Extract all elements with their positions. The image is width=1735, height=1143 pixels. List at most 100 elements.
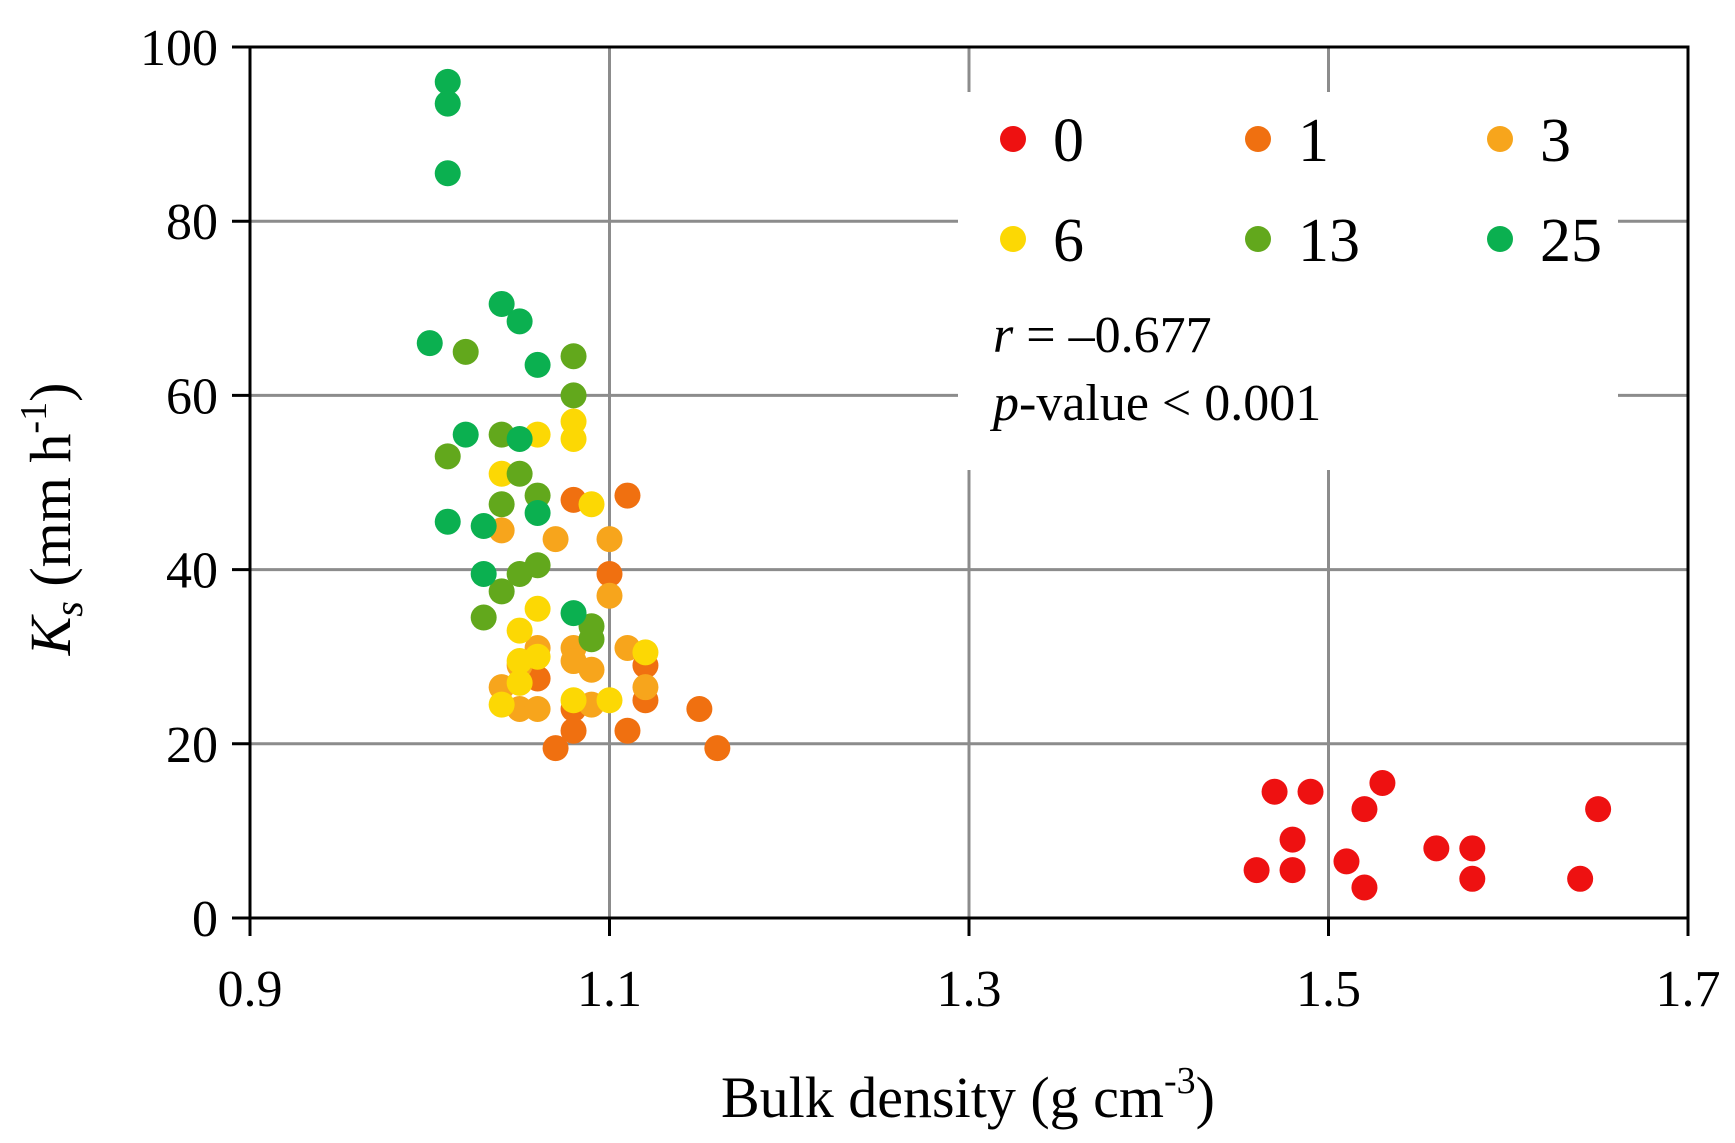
data-point-series-13 xyxy=(470,604,497,631)
data-point-series-1 xyxy=(542,735,569,762)
x-axis-unit-close: ) xyxy=(1196,1065,1215,1130)
data-point-series-25 xyxy=(506,425,533,452)
legend-marker-25 xyxy=(1487,226,1513,252)
x-tick-label: 1.5 xyxy=(1296,961,1361,1018)
x-tick-label: 0.9 xyxy=(218,961,283,1018)
data-point-series-3 xyxy=(596,582,623,609)
data-point-series-3 xyxy=(542,526,569,553)
data-point-series-1 xyxy=(560,717,587,744)
data-point-series-13 xyxy=(524,552,551,579)
y-axis-unit-open: ( xyxy=(18,567,83,601)
data-point-series-0 xyxy=(1297,778,1324,805)
legend-marker-6 xyxy=(1000,226,1026,252)
legend-label-3: 3 xyxy=(1540,107,1571,175)
data-point-series-0 xyxy=(1567,865,1594,892)
y-tick-label: 100 xyxy=(140,20,218,77)
data-point-series-25 xyxy=(434,160,461,187)
legend-label-6: 6 xyxy=(1053,207,1084,275)
y-tick-label: 0 xyxy=(192,891,218,948)
data-point-series-6 xyxy=(578,491,605,518)
data-point-series-0 xyxy=(1369,769,1396,796)
data-point-series-13 xyxy=(488,578,515,605)
data-point-series-0 xyxy=(1261,778,1288,805)
legend-marker-0 xyxy=(1000,126,1026,152)
y-tick-label: 20 xyxy=(166,717,218,774)
data-point-series-13 xyxy=(560,343,587,370)
r-annotation: r = –0.677 xyxy=(993,307,1212,364)
data-point-series-13 xyxy=(578,626,605,653)
legend-label-25: 25 xyxy=(1540,207,1602,275)
data-point-series-25 xyxy=(524,499,551,526)
r-symbol: r xyxy=(993,307,1014,364)
data-point-series-25 xyxy=(434,508,461,535)
data-point-series-0 xyxy=(1459,865,1486,892)
data-point-series-6 xyxy=(488,460,515,487)
y-axis-unit-close: ) xyxy=(18,383,83,402)
data-point-series-25 xyxy=(524,351,551,378)
y-axis-unit-exponent: -1 xyxy=(13,402,55,434)
data-point-series-13 xyxy=(434,443,461,470)
data-point-series-0 xyxy=(1423,835,1450,862)
legend-label-13: 13 xyxy=(1298,207,1360,275)
legend: 0 1 36 13 25 xyxy=(1000,107,1602,275)
data-point-series-25 xyxy=(488,290,515,317)
data-point-series-1 xyxy=(686,695,713,722)
data-point-series-0 xyxy=(1243,857,1270,884)
data-point-series-6 xyxy=(596,687,623,714)
x-axis-unit-open: ( xyxy=(1016,1065,1050,1130)
x-tick-label: 1.7 xyxy=(1656,961,1721,1018)
x-tick-label: 1.3 xyxy=(937,961,1002,1018)
data-point-series-6 xyxy=(560,687,587,714)
legend-label-1: 1 xyxy=(1298,107,1329,175)
data-point-series-0 xyxy=(1279,857,1306,884)
data-point-series-0 xyxy=(1585,796,1612,823)
x-axis-label: Bulk density xyxy=(721,1065,1016,1130)
data-point-series-3 xyxy=(524,695,551,722)
data-point-series-6 xyxy=(524,595,551,622)
data-point-series-0 xyxy=(1351,796,1378,823)
legend-marker-1 xyxy=(1245,126,1271,152)
legend-label-0: 0 xyxy=(1053,107,1084,175)
data-point-series-6 xyxy=(506,669,533,696)
x-axis-title: Bulk density (g cm-3) xyxy=(721,1060,1215,1130)
data-point-series-3 xyxy=(632,674,659,701)
y-axis-title: Ks (mm h-1) xyxy=(13,383,91,657)
data-point-series-6 xyxy=(560,425,587,452)
data-point-series-25 xyxy=(434,68,461,95)
legend-marker-3 xyxy=(1487,126,1513,152)
legend-marker-13 xyxy=(1245,226,1271,252)
x-axis-unit: g cm xyxy=(1050,1065,1164,1130)
data-point-series-1 xyxy=(704,735,731,762)
p-value: -value < 0.001 xyxy=(1019,375,1321,432)
y-axis-unit: mm h xyxy=(18,434,83,568)
y-axis-symbol: K xyxy=(18,613,83,656)
data-point-series-6 xyxy=(524,643,551,670)
data-point-series-6 xyxy=(488,691,515,718)
data-points xyxy=(416,68,1612,901)
data-point-series-25 xyxy=(560,600,587,627)
y-tick-label: 80 xyxy=(166,194,218,251)
y-axis-subscript: s xyxy=(46,601,91,617)
legend-background xyxy=(958,92,1618,470)
data-point-series-3 xyxy=(578,656,605,683)
r-value: = –0.677 xyxy=(1013,307,1211,364)
x-axis-unit-exponent: -3 xyxy=(1164,1060,1196,1102)
data-point-series-25 xyxy=(470,560,497,587)
data-point-series-6 xyxy=(632,639,659,666)
data-point-series-1 xyxy=(596,560,623,587)
data-point-series-13 xyxy=(506,460,533,487)
x-tick-label: 1.1 xyxy=(577,961,642,1018)
p-symbol: p xyxy=(989,375,1019,432)
data-point-series-13 xyxy=(560,382,587,409)
data-point-series-25 xyxy=(452,421,479,448)
data-point-series-25 xyxy=(506,308,533,335)
y-tick-label: 40 xyxy=(166,543,218,600)
data-point-series-25 xyxy=(434,90,461,117)
p-annotation: p-value < 0.001 xyxy=(989,375,1321,432)
data-point-series-1 xyxy=(614,482,641,509)
data-point-series-25 xyxy=(470,513,497,540)
data-point-series-13 xyxy=(452,338,479,365)
data-point-series-6 xyxy=(506,617,533,644)
